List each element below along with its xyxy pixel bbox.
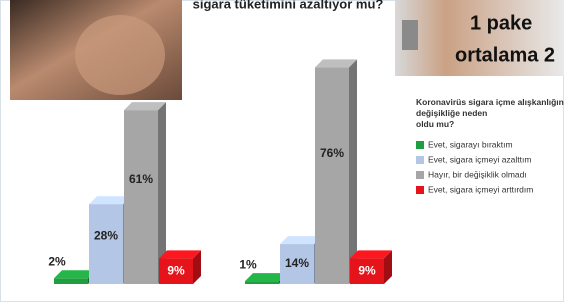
photo-detail <box>75 15 165 95</box>
value-label: 1% <box>239 257 257 271</box>
value-label: 9% <box>167 263 185 277</box>
value-label: 28% <box>94 228 118 242</box>
legend-swatch <box>416 156 424 164</box>
value-label: 61% <box>129 172 153 186</box>
headline: sigara tüketimini azaltıyor mu? <box>193 0 384 11</box>
bar <box>89 204 123 284</box>
bar <box>245 281 279 284</box>
legend-label: Hayır, bir değişiklik olmadı <box>428 169 527 179</box>
legend-label: Evet, sigarayı bıraktım <box>428 139 513 149</box>
value-label: 76% <box>320 146 344 160</box>
bar <box>124 110 158 284</box>
bar <box>315 67 349 284</box>
infographic: sigara tüketimini azaltıyor mu? 1 pake o… <box>0 0 564 302</box>
value-label: 14% <box>285 256 309 270</box>
bar <box>54 278 88 284</box>
overlay-text: ortalama 2 <box>455 44 555 66</box>
legend-label: Evet, sigara içmeyi azalttım <box>428 154 531 164</box>
value-label: 2% <box>48 254 66 268</box>
legend-label: Evet, sigara içmeyi arttırdım <box>428 184 533 194</box>
legend-swatch <box>416 141 424 149</box>
legend-swatch <box>416 171 424 179</box>
overlay-text: 1 pake <box>470 12 532 34</box>
bar-side <box>349 59 357 284</box>
value-label: 9% <box>358 263 376 277</box>
legend-swatch <box>416 186 424 194</box>
photo-watch <box>402 20 418 50</box>
